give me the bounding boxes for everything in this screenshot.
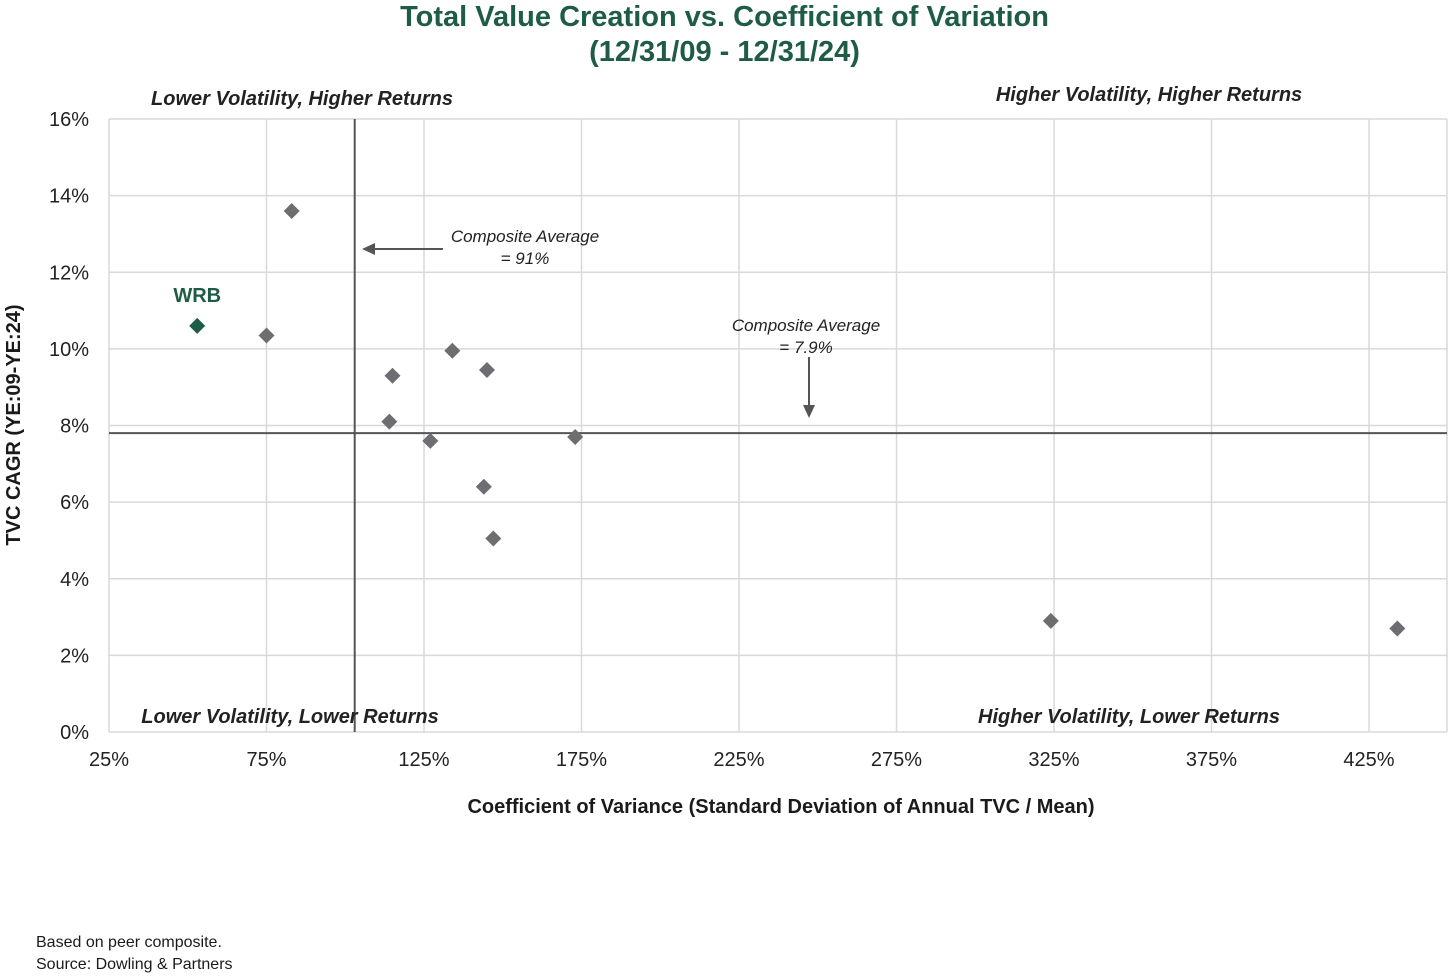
quadrant-labels: Lower Volatility, Higher Returns Higher V… — [141, 84, 1302, 728]
y-tick-label: 12% — [49, 262, 89, 284]
quadrant-label-bottom-right: Higher Volatility, Lower Returns — [978, 706, 1280, 728]
y-tick-label: 6% — [60, 492, 89, 514]
y-axis-title: TVC CAGR (YE:09-YE:24) — [3, 304, 25, 545]
x-tick-label: 375% — [1186, 749, 1237, 771]
grid-lines — [108, 118, 1448, 733]
peer-data-point — [1042, 612, 1059, 629]
footnote-source: Source: Dowling & Partners — [36, 956, 233, 973]
x-tick-label: 425% — [1343, 749, 1394, 771]
x-tick-label: 225% — [713, 749, 764, 771]
quadrant-label-bottom-left: Lower Volatility, Lower Returns — [141, 706, 438, 728]
peer-data-point — [479, 361, 495, 378]
y-tick-label: 10% — [49, 339, 89, 361]
peer-data-point — [444, 342, 461, 359]
quadrant-label-top-left: Lower Volatility, Higher Returns — [151, 88, 453, 110]
peer-data-point — [1389, 620, 1406, 637]
peer-data-point — [381, 413, 398, 430]
chart-title-block: Total Value Creation vs. Coefficient of … — [0, 0, 1449, 70]
peer-data-point — [258, 327, 275, 344]
x-tick-label: 325% — [1028, 749, 1079, 771]
annotations: Composite Average = 91% Composite Average =… — [362, 227, 880, 418]
reference-lines — [109, 119, 1447, 732]
data-points: WRB — [173, 202, 1406, 637]
x-average-annotation-line1: Composite Average — [451, 227, 599, 246]
x-tick-label: 175% — [556, 749, 607, 771]
x-average-arrow-head — [362, 243, 375, 255]
peer-data-point — [422, 432, 439, 449]
highlight-data-point — [189, 317, 206, 334]
y-average-arrow-head — [803, 405, 815, 418]
y-axis-ticks: 0% 2% 4% 6% 8% 10% 12% 14% 16% — [49, 109, 89, 744]
chart-subtitle: (12/31/09 - 12/31/24) — [589, 36, 860, 68]
footnotes: Based on peer composite. Source: Dowling… — [36, 932, 233, 976]
y-tick-label: 0% — [60, 722, 89, 744]
peer-data-point — [475, 478, 492, 495]
y-tick-label: 14% — [49, 186, 89, 208]
chart-title: Total Value Creation vs. Coefficient of … — [400, 1, 1049, 33]
x-average-annotation-line2: = 91% — [501, 249, 550, 268]
x-axis-ticks: 25% 75% 125% 175% 225% 275% 325% 375% 425% — [89, 749, 1395, 771]
footnote-basis: Based on peer composite. — [36, 934, 222, 951]
x-tick-label: 125% — [398, 749, 449, 771]
peer-data-point — [283, 202, 300, 219]
peer-data-point — [567, 428, 584, 445]
y-tick-label: 16% — [49, 109, 89, 131]
highlight-point-label: WRB — [173, 285, 221, 307]
x-tick-label: 75% — [246, 749, 286, 771]
x-tick-label: 25% — [89, 749, 129, 771]
y-tick-label: 2% — [60, 645, 89, 667]
quadrant-label-top-right: Higher Volatility, Higher Returns — [996, 84, 1302, 106]
y-tick-label: 8% — [60, 416, 89, 438]
x-axis-title: Coefficient of Variance (Standard Deviat… — [467, 796, 1094, 818]
x-tick-label: 275% — [871, 749, 922, 771]
peer-data-point — [485, 530, 502, 547]
scatter-chart: 25% 75% 125% 175% 225% 275% 325% 375% 425% 0% 2% 4… — [3, 84, 1448, 818]
y-average-annotation-line1: Composite Average — [732, 316, 880, 335]
peer-data-point — [384, 367, 401, 384]
y-average-annotation-line2: = 7.9% — [779, 338, 832, 357]
y-tick-label: 4% — [60, 569, 89, 591]
